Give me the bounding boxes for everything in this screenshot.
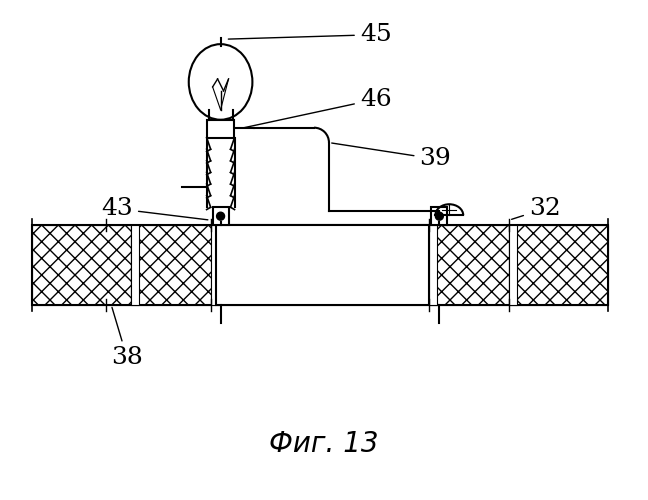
Bar <box>509 225 608 304</box>
Text: 32: 32 <box>512 197 561 220</box>
Circle shape <box>216 212 225 220</box>
Bar <box>430 225 509 304</box>
Bar <box>32 225 131 304</box>
Bar <box>432 207 447 225</box>
Bar <box>430 225 437 304</box>
Text: 39: 39 <box>332 143 451 171</box>
Bar <box>213 207 229 225</box>
Bar <box>131 225 211 304</box>
Bar <box>216 225 430 304</box>
Text: 38: 38 <box>111 308 143 370</box>
Text: 43: 43 <box>101 197 208 220</box>
Bar <box>131 225 139 304</box>
Ellipse shape <box>189 44 253 120</box>
Bar <box>207 120 235 138</box>
Circle shape <box>435 212 443 220</box>
Text: Фиг. 13: Фиг. 13 <box>270 430 378 458</box>
Bar <box>32 225 608 304</box>
Bar <box>509 225 517 304</box>
Text: 46: 46 <box>242 88 391 128</box>
Bar <box>211 225 218 304</box>
Text: 45: 45 <box>228 23 391 46</box>
